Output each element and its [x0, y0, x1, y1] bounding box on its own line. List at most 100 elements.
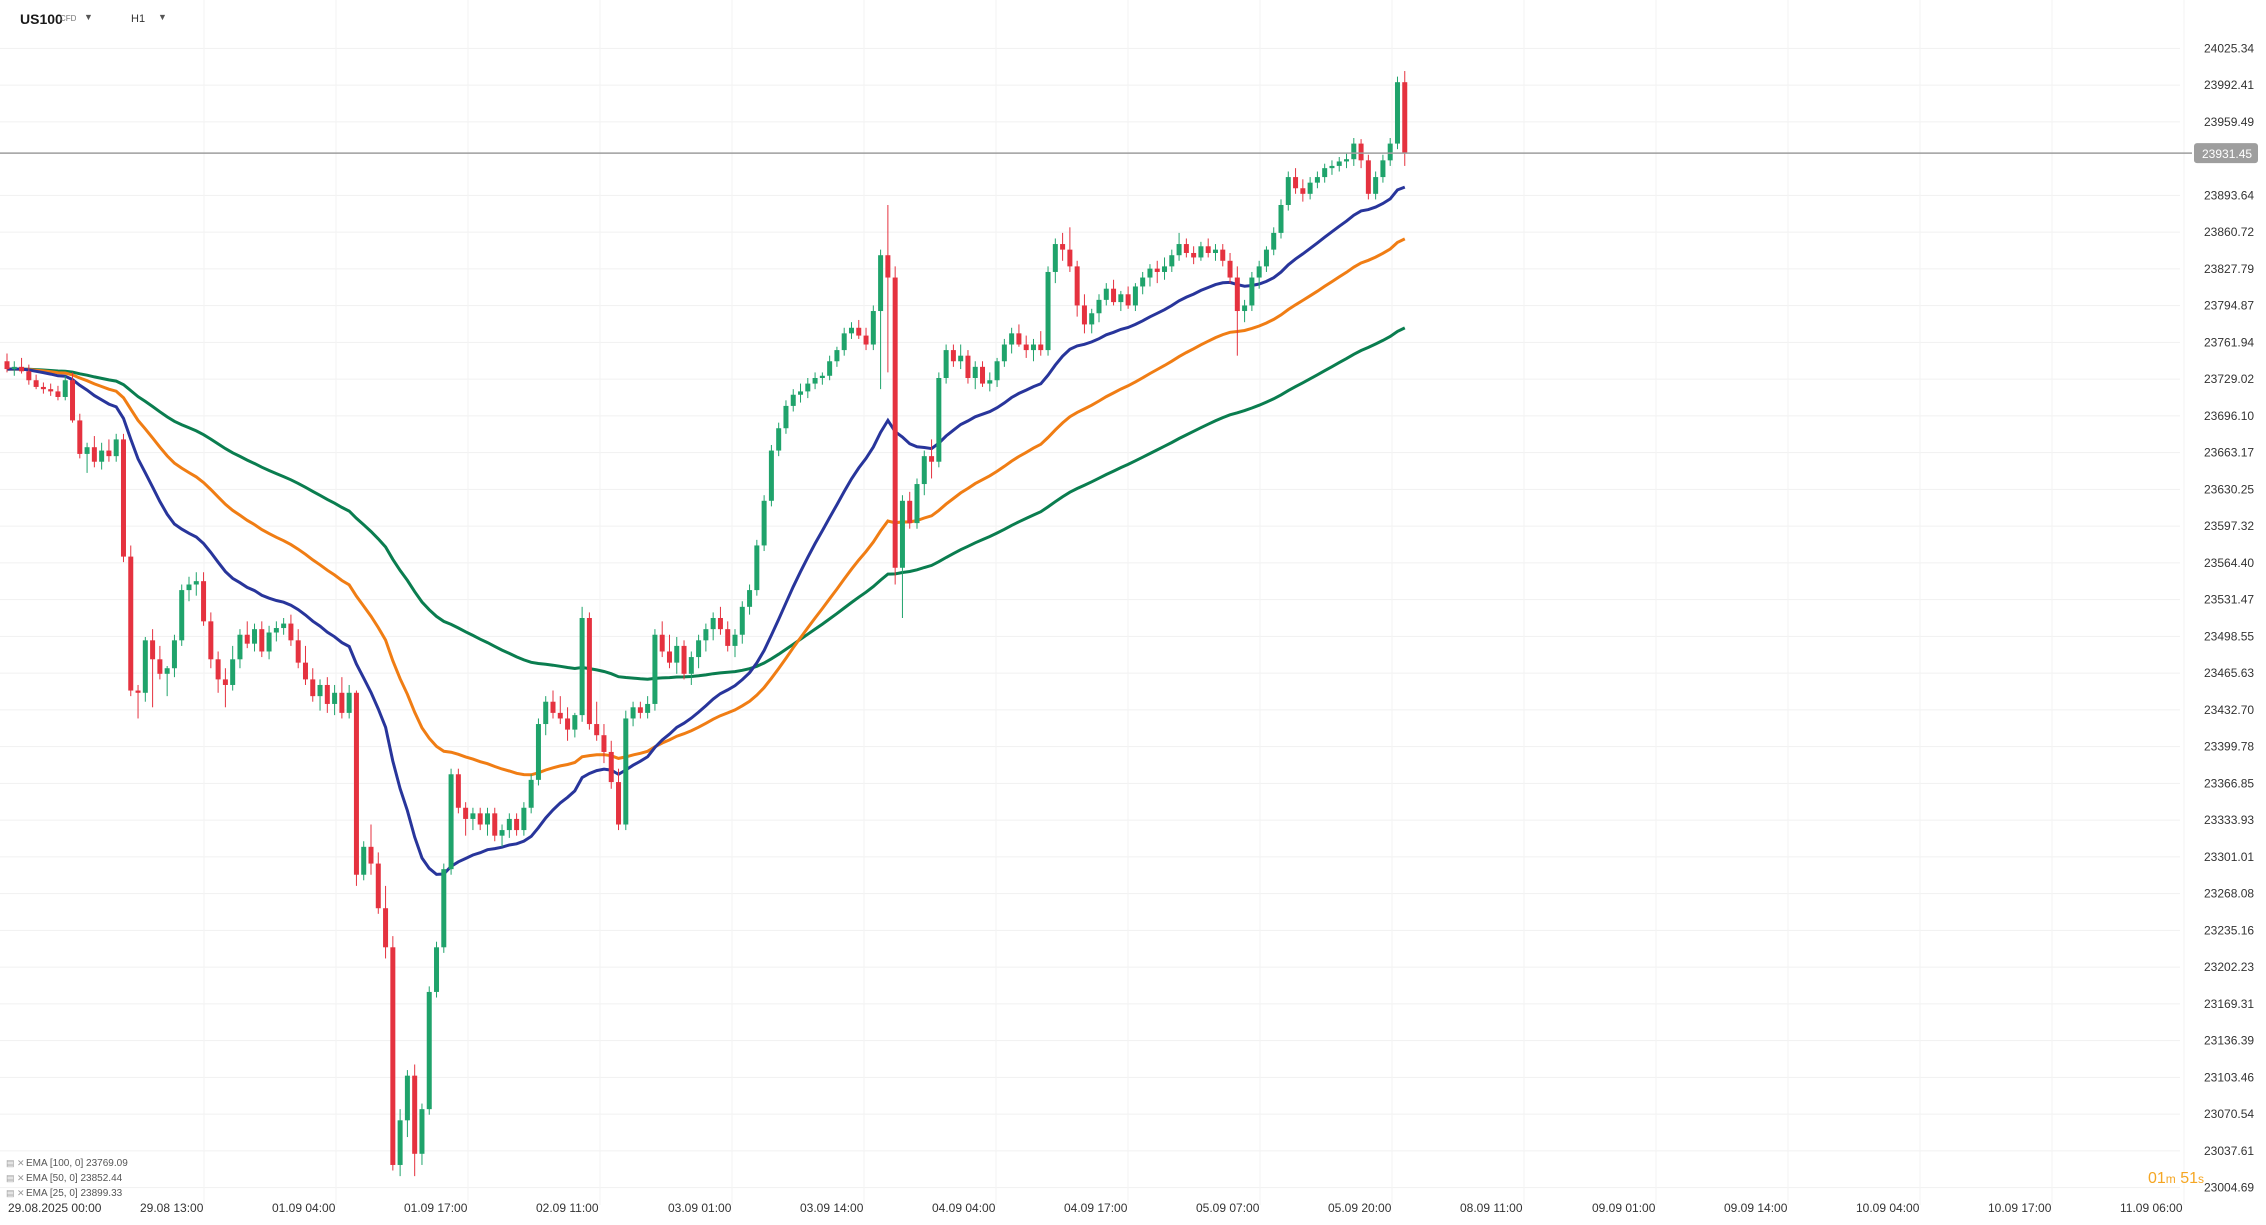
candle-body: [193, 581, 199, 585]
timeframe-label[interactable]: H1: [131, 13, 146, 25]
candle-body: [528, 779, 534, 808]
candle-body: [666, 651, 672, 663]
time-tick-label: 04.09 17:00: [1064, 1201, 1128, 1215]
symbol-dropdown-icon[interactable]: ▼: [84, 12, 93, 22]
legend-value: 23852.44: [80, 1173, 123, 1184]
candle-body: [870, 311, 876, 345]
time-tick-label: 05.09 07:00: [1196, 1201, 1260, 1215]
time-tick-label: 29.08.2025 00:00: [8, 1201, 102, 1215]
price-tick-label: 23169.31: [2204, 997, 2254, 1011]
price-tick-label: 23794.87: [2204, 299, 2254, 313]
candle-body: [1154, 268, 1160, 272]
candle-body: [317, 684, 323, 697]
price-tick-label: 23827.79: [2204, 262, 2254, 276]
candle-body: [1140, 277, 1146, 287]
candle-body: [980, 366, 986, 384]
candle-body: [572, 715, 578, 730]
candle-body: [1089, 313, 1095, 325]
candle-body: [1278, 204, 1284, 233]
legend-value: 23899.33: [80, 1188, 123, 1199]
candle-body: [1322, 168, 1328, 178]
candle-body: [1198, 246, 1204, 258]
candle-body: [448, 774, 454, 870]
candle-body: [113, 439, 119, 457]
candle-body: [616, 782, 622, 825]
candle-body: [135, 690, 141, 693]
candle-body: [332, 692, 338, 704]
candle-body: [492, 813, 498, 836]
time-tick-label: 08.09 11:00: [1460, 1201, 1523, 1215]
time-tick-label: 10.09 17:00: [1988, 1201, 2052, 1215]
candle-body: [252, 629, 258, 644]
candle-body: [1001, 344, 1007, 362]
candle-body: [987, 380, 993, 384]
candle-body: [1285, 177, 1291, 205]
candle-body: [1394, 82, 1400, 144]
legend-ema50[interactable]: ▤ ✕EMA [50, 0] 23852.44: [6, 1171, 128, 1186]
candle-body: [565, 718, 571, 730]
candle-body: [885, 255, 891, 278]
price-tick-label: 23959.49: [2204, 115, 2254, 129]
candle-body: [1205, 246, 1211, 253]
timeframe-dropdown-icon[interactable]: ▼: [158, 12, 167, 22]
candle-body: [681, 645, 687, 674]
candle-body: [55, 391, 61, 397]
candle-body: [601, 735, 607, 752]
candle-body: [514, 818, 520, 831]
candle-body: [557, 712, 563, 719]
candle-body: [521, 807, 527, 831]
legend-ema25[interactable]: ▤ ✕EMA [25, 0] 23899.33: [6, 1186, 128, 1201]
candle-body: [863, 335, 869, 345]
legend-ema100[interactable]: ▤ ✕EMA [100, 0] 23769.09: [6, 1156, 128, 1171]
candle-body: [499, 830, 505, 836]
candle-body: [921, 456, 927, 485]
price-tick-label: 23531.47: [2204, 593, 2254, 607]
legend-settings-icon[interactable]: ▤ ✕: [6, 1188, 25, 1198]
candle-body: [142, 640, 148, 693]
candle-body: [368, 846, 374, 864]
candle-body: [40, 386, 46, 390]
candle-body: [899, 500, 905, 568]
candle-body: [470, 813, 476, 819]
candle-body: [222, 679, 228, 685]
instrument-symbol[interactable]: US100: [20, 11, 63, 27]
candle-body: [819, 375, 825, 379]
candle-body: [1023, 344, 1029, 351]
candle-body: [179, 590, 185, 641]
candle-body: [201, 581, 207, 622]
candle-body: [1402, 82, 1408, 154]
price-tick-label: 23333.93: [2204, 813, 2254, 827]
candle-body: [674, 645, 680, 663]
legend-value: 23769.09: [86, 1158, 128, 1169]
candle-body: [397, 1120, 403, 1165]
price-tick-label: 23564.40: [2204, 556, 2254, 570]
candle-body: [630, 707, 636, 719]
candle-body: [761, 500, 767, 546]
candle-body: [754, 545, 760, 591]
candle-body: [244, 634, 250, 644]
candle-body: [783, 405, 789, 429]
candle-body: [637, 707, 643, 713]
candle-body: [878, 255, 884, 312]
candle-body: [1336, 161, 1342, 166]
ema50-line: [6, 237, 1406, 777]
candle-body: [688, 657, 694, 674]
legend-settings-icon[interactable]: ▤ ✕: [6, 1173, 25, 1183]
candle-body: [266, 632, 272, 652]
candle-body: [70, 380, 76, 421]
candle-body: [186, 584, 192, 591]
candle-body: [164, 668, 170, 674]
candle-body: [1293, 177, 1299, 189]
candle-body: [441, 869, 447, 948]
time-tick-label: 04.09 04:00: [932, 1201, 996, 1215]
candle-body: [1016, 333, 1022, 345]
candle-body: [848, 327, 854, 334]
legend-settings-icon[interactable]: ▤ ✕: [6, 1158, 25, 1168]
candle-body: [914, 484, 920, 524]
candle-body: [84, 447, 90, 454]
candle-body: [375, 863, 381, 909]
candle-body: [710, 617, 716, 630]
candle-body: [259, 629, 265, 652]
price-tick-label: 23202.23: [2204, 960, 2254, 974]
